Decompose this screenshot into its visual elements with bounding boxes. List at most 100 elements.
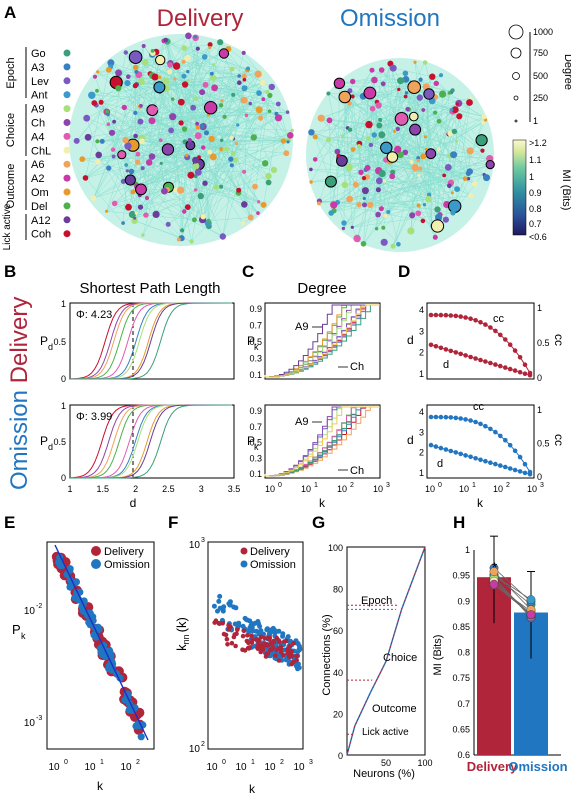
- delivery-node: [99, 138, 105, 144]
- omission-node: [407, 227, 415, 235]
- delivery-edge: [140, 126, 204, 208]
- delivery-edge: [125, 69, 248, 141]
- mi-colorbar: >1.2 1.1 1 0.9 0.8 0.7 <0.6 MI (Bits): [512, 138, 571, 242]
- e-point-omission: [137, 733, 145, 741]
- f-point-omission: [211, 603, 217, 609]
- omission-node: [447, 91, 451, 95]
- legend-label-lev: Lev: [31, 76, 49, 88]
- delivery-edge: [176, 65, 198, 124]
- delivery-node: [242, 77, 247, 82]
- omission-node: [423, 88, 435, 100]
- omission-edge: [369, 92, 377, 229]
- omission-edge: [363, 111, 453, 244]
- omission-node: [380, 238, 388, 246]
- d-xtick: 10: [459, 484, 469, 494]
- omission-node: [439, 90, 447, 98]
- delivery-node: [247, 214, 254, 221]
- delivery-edge: [190, 145, 192, 176]
- omission-edge: [352, 149, 490, 159]
- omission-node: [378, 131, 386, 139]
- f-point-delivery: [291, 659, 296, 665]
- panel-letter-c: C: [242, 262, 254, 281]
- omission-node: [471, 181, 478, 187]
- delivery-node: [83, 114, 91, 122]
- omission-edge: [362, 96, 425, 205]
- delivery-edge: [96, 105, 234, 154]
- omission-node: [433, 80, 439, 87]
- delivery-node: [202, 81, 209, 88]
- delivery-node: [145, 159, 153, 166]
- omission-node: [438, 73, 444, 78]
- f-point-delivery: [212, 620, 217, 625]
- delivery-edge: [136, 39, 166, 85]
- delivery-edge: [181, 77, 214, 103]
- panel-c-delivery-axes: A9 Ch P k 0.9 0.7 0.5 0.3 0.1: [247, 302, 381, 380]
- delivery-node: [177, 98, 185, 106]
- omission-node: [336, 154, 348, 167]
- delivery-edge: [160, 140, 264, 206]
- delivery-node: [148, 117, 156, 125]
- delivery-edge: [155, 130, 293, 215]
- delivery-edge: [134, 73, 259, 221]
- delivery-edge: [163, 40, 245, 101]
- delivery-edge: [208, 217, 251, 221]
- delivery-edge: [151, 155, 187, 157]
- delivery-node: [153, 81, 166, 94]
- omission-node: [430, 219, 445, 233]
- delivery-edge: [183, 61, 214, 65]
- h-ytick: 0.8: [457, 648, 470, 658]
- delivery-edge: [87, 137, 141, 208]
- delivery-node: [258, 115, 264, 121]
- delivery-edge: [96, 90, 156, 110]
- omission-edge: [342, 88, 427, 137]
- delivery-node: [165, 221, 171, 227]
- omission-node: [421, 108, 426, 112]
- delivery-node: [133, 133, 138, 139]
- delivery-node: [236, 187, 242, 193]
- delivery-edge: [93, 48, 229, 199]
- h-ylabel: MI (Bits): [432, 635, 444, 676]
- omission-node: [309, 167, 313, 172]
- omission-edge: [348, 134, 382, 168]
- delivery-edge: [125, 52, 259, 214]
- b-xlabel: d: [130, 496, 137, 510]
- delivery-node: [207, 149, 213, 155]
- delivery-edge: [82, 156, 214, 160]
- f-point-delivery: [241, 628, 247, 634]
- omission-edge: [364, 89, 369, 199]
- delivery-edge: [137, 105, 222, 187]
- side-label-omission: Omission: [6, 390, 33, 490]
- omission-edge: [405, 96, 483, 151]
- omission-node: [378, 206, 384, 212]
- omission-edge: [418, 157, 455, 203]
- d-del-ann-d: d: [443, 359, 449, 371]
- h-cat-delivery: Delivery: [467, 759, 518, 774]
- delivery-edge: [214, 87, 260, 94]
- delivery-node: [240, 221, 246, 226]
- delivery-edge: [132, 117, 279, 193]
- delivery-node: [219, 146, 224, 152]
- omission-edge: [349, 96, 353, 200]
- d-del-ann-cc: cc: [493, 313, 505, 325]
- omission-node: [451, 128, 458, 135]
- omission-node: [483, 174, 490, 182]
- delivery-edge: [93, 53, 153, 199]
- delivery-node: [209, 71, 214, 76]
- delivery-node: [261, 97, 266, 102]
- delivery-node: [128, 50, 143, 65]
- d-y2tick: 0.5: [537, 439, 550, 449]
- legend-dot-go: [63, 49, 71, 57]
- degree-legend-title: Degree: [562, 54, 571, 90]
- delivery-node: [135, 159, 141, 165]
- delivery-node: [241, 85, 248, 92]
- delivery-edge: [130, 64, 214, 181]
- delivery-node: [137, 204, 144, 210]
- f-point-delivery: [235, 627, 240, 632]
- legend-dot-a12: [63, 216, 71, 224]
- delivery-node: [194, 132, 202, 140]
- c-del-ysub: k: [254, 342, 259, 352]
- f-point-omission: [220, 608, 226, 614]
- omission-edge: [336, 86, 458, 190]
- delivery-node: [244, 113, 249, 118]
- delivery-edge: [230, 158, 259, 202]
